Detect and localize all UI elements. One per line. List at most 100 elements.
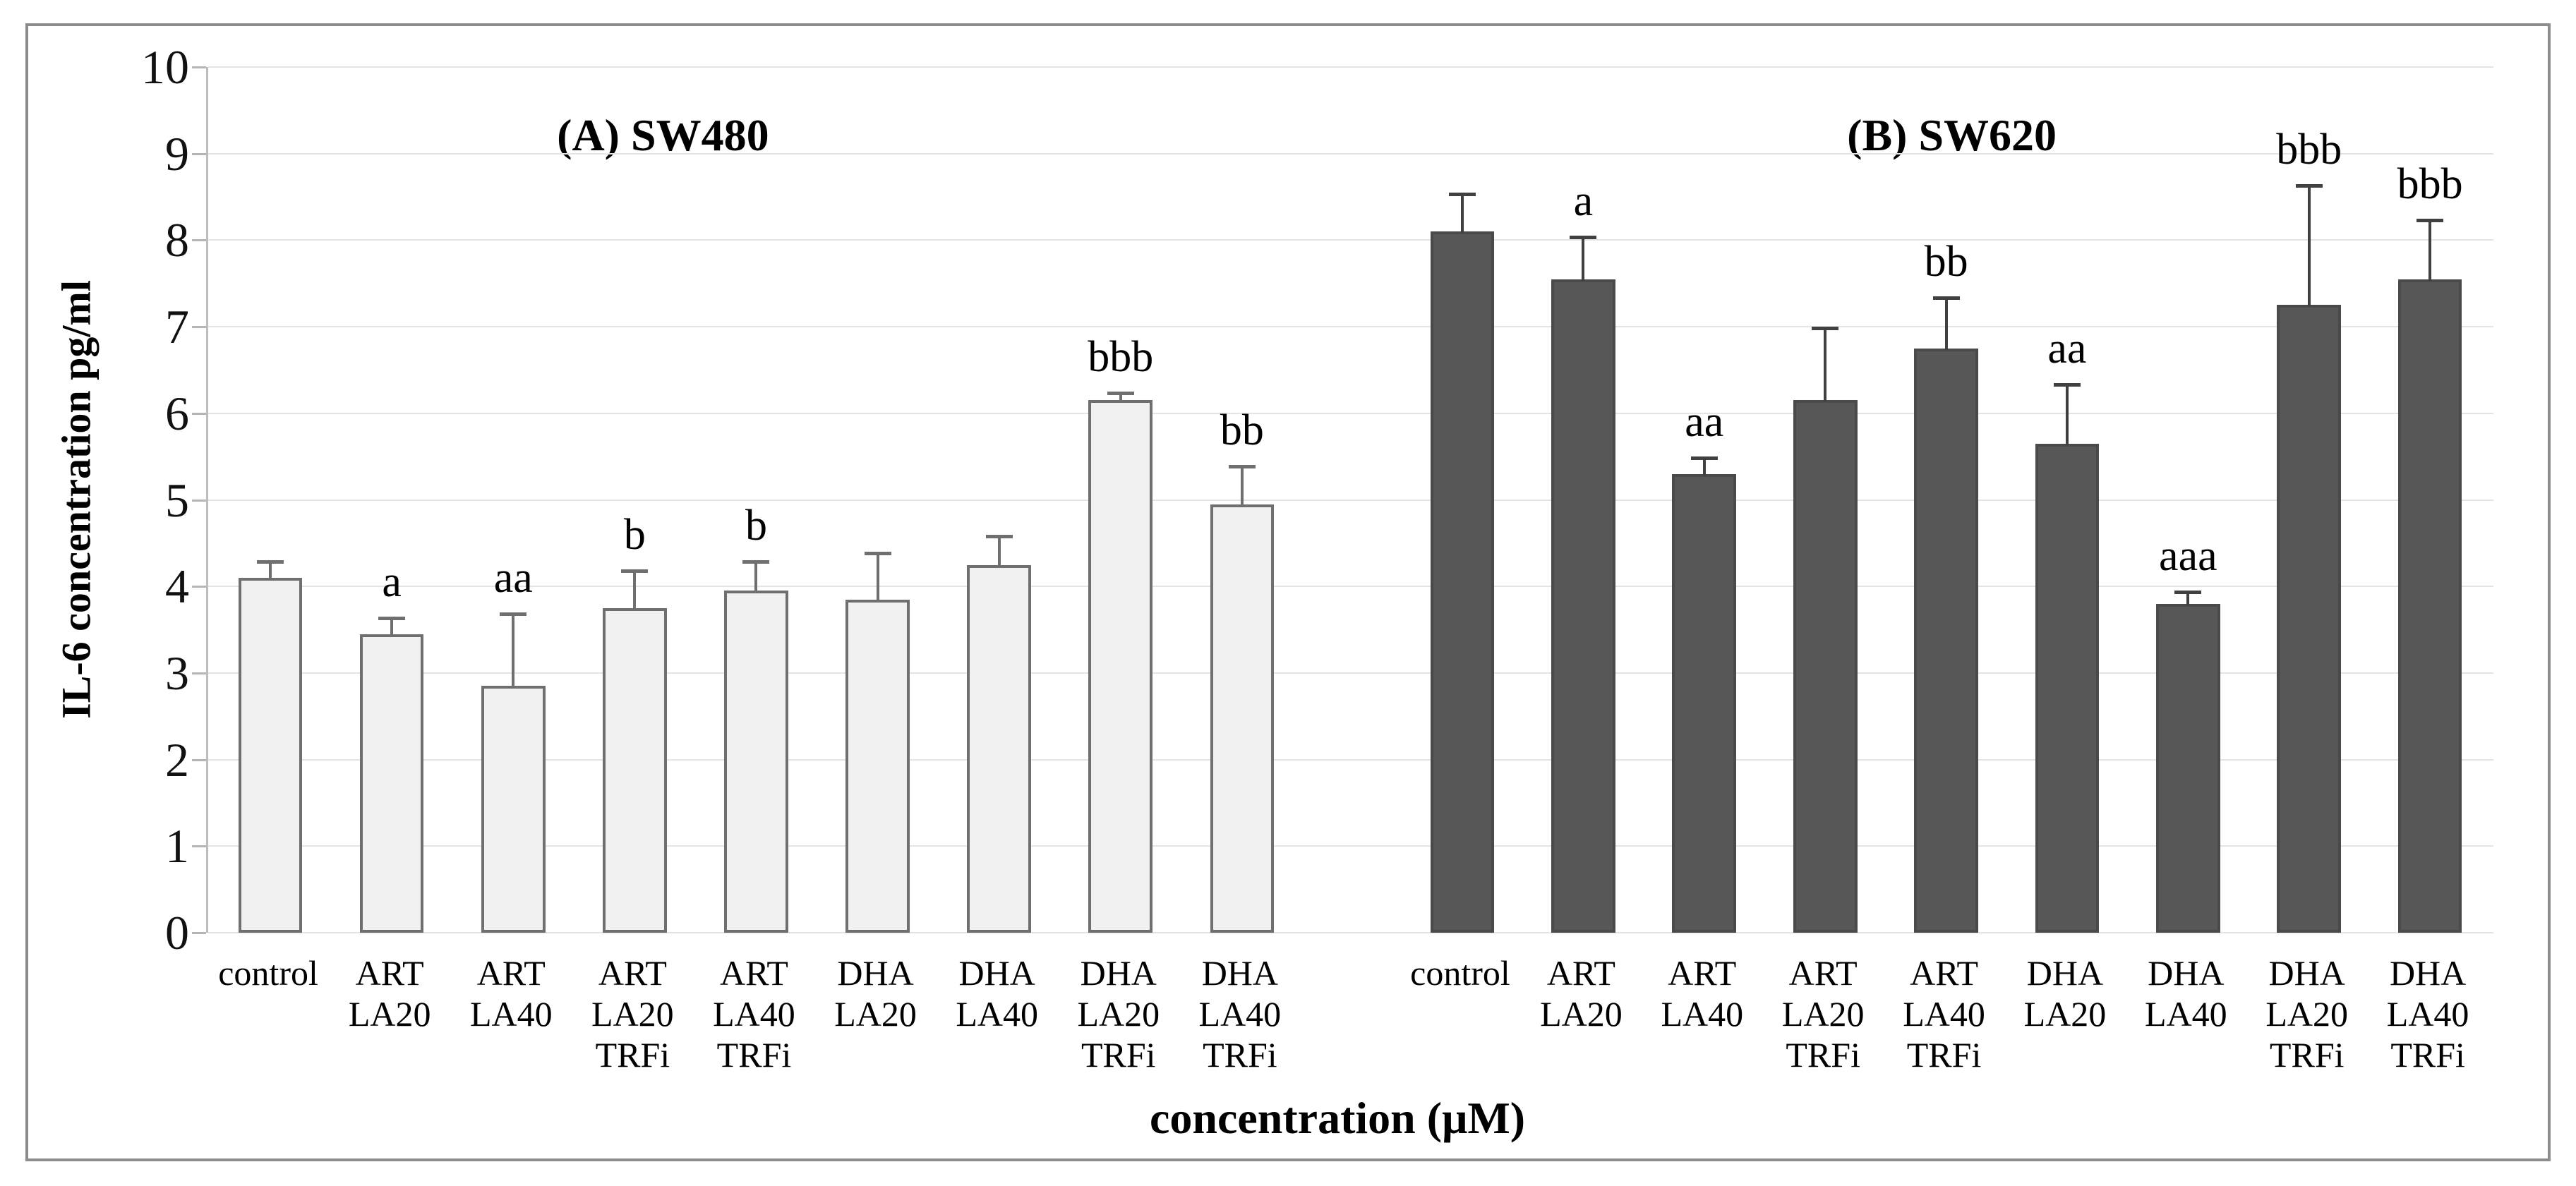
y-axis-tick [192, 758, 206, 761]
error-bar-line [997, 535, 1001, 567]
category-label-line: LA20 [2265, 994, 2349, 1034]
error-bar-line [1824, 328, 1827, 402]
y-tick-label-2: 2 [165, 732, 189, 787]
x-axis-title: concentration (μM) [1149, 1093, 1526, 1143]
error-bar-cap [864, 552, 891, 556]
y-axis-tick [192, 152, 206, 155]
category-label-line: DHA [837, 953, 914, 993]
significance-label-aa: aa [1685, 398, 1724, 447]
category-label-sw480-dha-la20-trfi: DHA LA20 TRFi [1077, 952, 1160, 1075]
significance-label-aa: aa [493, 554, 533, 603]
significance-label-b: b [623, 510, 646, 559]
significance-label-aaa: aaa [2159, 532, 2217, 581]
bar-sw620-dha-la40-trfi [2397, 279, 2462, 933]
gridline-y-9 [208, 152, 2493, 155]
category-label-line: LA40 [2386, 994, 2469, 1034]
error-bar-line [2186, 592, 2190, 605]
category-label-line: LA40 [713, 994, 795, 1034]
significance-label-bbb: bbb [2397, 159, 2463, 208]
error-bar-cap [2295, 183, 2323, 188]
bar-sw620-control [1430, 231, 1495, 933]
error-bar-line [1119, 393, 1122, 402]
gridline-y-0 [208, 932, 2493, 933]
error-bar-line [2307, 185, 2311, 307]
y-axis-tick [192, 932, 206, 934]
y-tick-label-3: 3 [165, 646, 189, 700]
category-label-line: control [218, 953, 318, 993]
bar-sw480-art-la40-trfi [724, 591, 788, 933]
category-label-sw620-dha-la20-trfi: DHA LA20 TRFi [2265, 952, 2348, 1075]
category-label-sw480-art-la40-trfi: ART LA40 TRFi [713, 952, 795, 1075]
error-bar-line [754, 562, 758, 593]
error-bar-line [2428, 219, 2432, 281]
bar-sw480-dha-la20 [845, 599, 910, 933]
category-label-line: DHA [2389, 953, 2467, 993]
error-bar-cap [500, 612, 527, 617]
error-bar-cap [257, 560, 284, 564]
y-tick-label-1: 1 [165, 819, 189, 873]
y-axis-tick [192, 672, 206, 674]
y-tick-label-10: 10 [141, 40, 189, 94]
category-label-sw620-dha-la40: DHA LA40 [2145, 952, 2227, 1034]
category-label-line: ART [1546, 953, 1615, 993]
gridline-y-10 [208, 66, 2493, 68]
category-label-line: TRFi [595, 1035, 670, 1075]
error-bar-cap [621, 569, 649, 573]
bar-sw620-dha-la40 [2156, 603, 2220, 933]
category-label-sw480-art-la40: ART LA40 [470, 952, 553, 1034]
error-bar-line [1461, 193, 1464, 234]
category-label-line: ART [355, 953, 424, 993]
category-label-line: DHA [958, 953, 1035, 993]
significance-label-b: b [745, 502, 767, 550]
bar-sw480-art-la20 [359, 634, 424, 933]
error-bar-cap [1932, 296, 1960, 301]
category-label-line: ART [1788, 953, 1858, 993]
error-bar-cap [1812, 327, 1839, 331]
y-axis-tick [192, 499, 206, 502]
category-label-line: TRFi [1906, 1035, 1982, 1075]
y-tick-label-8: 8 [165, 213, 189, 267]
category-label-line: control [1410, 953, 1510, 993]
gridline-y-3 [208, 672, 2493, 674]
error-bar-cap [1107, 392, 1134, 396]
category-label-line: LA20 [591, 994, 674, 1034]
gridline-y-1 [208, 845, 2493, 847]
category-label-line: DHA [1201, 953, 1279, 993]
bar-sw620-art-la40-trfi [1914, 348, 1978, 933]
error-bar-cap [2174, 591, 2202, 595]
error-bar-cap [985, 534, 1013, 538]
error-bar-line [512, 614, 515, 688]
error-bar-cap [1690, 456, 1718, 461]
panel-b-title: (B) SW620 [1847, 110, 2057, 160]
gridline-y-5 [208, 499, 2493, 501]
category-label-line: TRFi [2269, 1035, 2345, 1075]
bar-sw480-dha-la20-trfi [1088, 400, 1153, 933]
significance-label-bbb: bbb [1088, 333, 1154, 382]
category-label-line: DHA [2148, 953, 2225, 993]
category-label-sw620-art-la20: ART LA20 [1540, 952, 1623, 1034]
category-label-line: LA40 [1903, 994, 1985, 1034]
bar-sw620-art-la40 [1672, 473, 1737, 933]
gridline-y-8 [208, 239, 2493, 241]
category-label-line: ART [1910, 953, 1979, 993]
category-label-line: LA40 [2145, 994, 2227, 1034]
category-label-line: TRFi [716, 1035, 792, 1075]
category-label-sw480-dha-la40-trfi: DHA LA40 TRFi [1199, 952, 1282, 1075]
gridline-y-6 [208, 412, 2493, 414]
error-bar-line [1702, 458, 1706, 476]
category-label-line: TRFi [1786, 1035, 1860, 1075]
category-label-line: DHA [2268, 953, 2345, 993]
category-label-sw480-dha-la20: DHA LA20 [834, 952, 917, 1034]
error-bar-line [1240, 466, 1244, 506]
error-bar-line [2065, 384, 2069, 445]
category-label-line: LA20 [1781, 994, 1865, 1034]
y-tick-label-9: 9 [165, 126, 189, 181]
category-label-line: ART [476, 953, 546, 993]
error-bar-cap [1449, 192, 1476, 196]
error-bar-line [1944, 298, 1948, 350]
category-label-line: LA40 [469, 994, 553, 1034]
y-axis-tick [192, 586, 206, 588]
gridline-y-4 [208, 586, 2493, 588]
y-tick-label-7: 7 [165, 300, 189, 354]
category-label-sw620-control: control [1410, 952, 1510, 993]
